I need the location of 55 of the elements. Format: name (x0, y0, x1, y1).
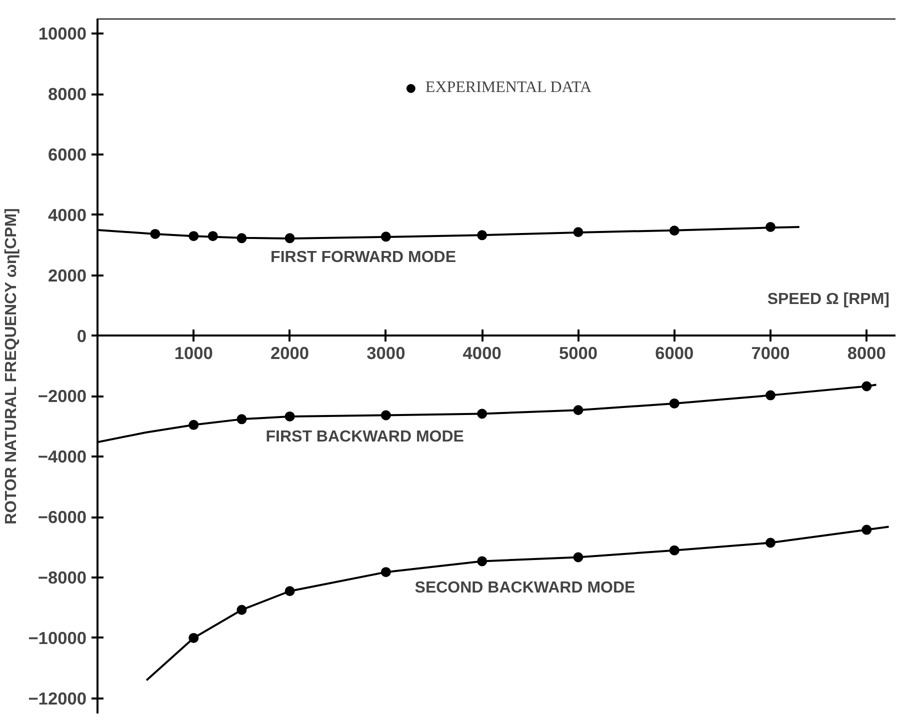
annotation: SECOND BACKWARD MODE (414, 579, 636, 596)
y-tick-label: −4000 (38, 446, 87, 467)
point (150, 228, 160, 239)
x-tick-label: 5000 (558, 342, 598, 363)
point (669, 226, 680, 236)
point (188, 420, 199, 430)
point (669, 545, 680, 556)
point (573, 552, 584, 562)
x-tick-label: 1000 (174, 342, 213, 363)
legend-label: EXPERIMENTAL DATA (425, 79, 592, 97)
point (862, 381, 872, 392)
point (284, 411, 295, 422)
point (862, 524, 872, 535)
y-tick-label: −2000 (38, 386, 87, 406)
point (669, 398, 680, 408)
annotation: FIRST FORWARD MODE (270, 249, 456, 266)
x-tick-label: 4000 (462, 342, 502, 363)
x-tick-label: 3000 (366, 342, 406, 363)
x-tick-label: 2000 (270, 342, 310, 363)
y-tick-label: 4000 (48, 204, 87, 225)
point (236, 414, 247, 424)
point (380, 567, 391, 578)
point (284, 586, 295, 596)
point (477, 230, 488, 240)
point (284, 233, 295, 244)
point (477, 408, 488, 419)
x-axis-title: SPEED Ω [RPM] (767, 290, 890, 308)
x-tick-label: 6000 (655, 342, 694, 363)
point (236, 233, 247, 244)
y-tick-label: −10000 (28, 628, 87, 648)
point (236, 604, 247, 615)
y-tick-label: 2000 (48, 265, 87, 286)
point (208, 231, 218, 242)
point (766, 390, 776, 400)
x-tick-label: 7000 (751, 342, 790, 363)
y-tick-label: −12000 (28, 688, 87, 708)
y-axis-title: ROTOR NATURAL FREQUENCY ωη[CPM] (3, 208, 20, 524)
point (477, 556, 488, 566)
point (573, 227, 584, 238)
point (766, 222, 776, 232)
annotation: FIRST BACKWARD MODE (266, 428, 464, 446)
point (380, 410, 391, 420)
y-tick-label: −8000 (38, 568, 87, 588)
point (188, 231, 199, 242)
point (380, 232, 391, 242)
y-tick-label: 0 (76, 326, 87, 346)
y-tick-label: −6000 (38, 507, 87, 528)
line-series (146, 524, 890, 682)
point (573, 405, 584, 416)
point (766, 538, 776, 548)
y-tick-label: 8000 (48, 84, 87, 104)
point (188, 632, 199, 643)
x-tick-label: 8000 (847, 342, 886, 363)
y-tick-label: 10000 (38, 24, 86, 44)
y-tick-label: 6000 (48, 144, 87, 164)
